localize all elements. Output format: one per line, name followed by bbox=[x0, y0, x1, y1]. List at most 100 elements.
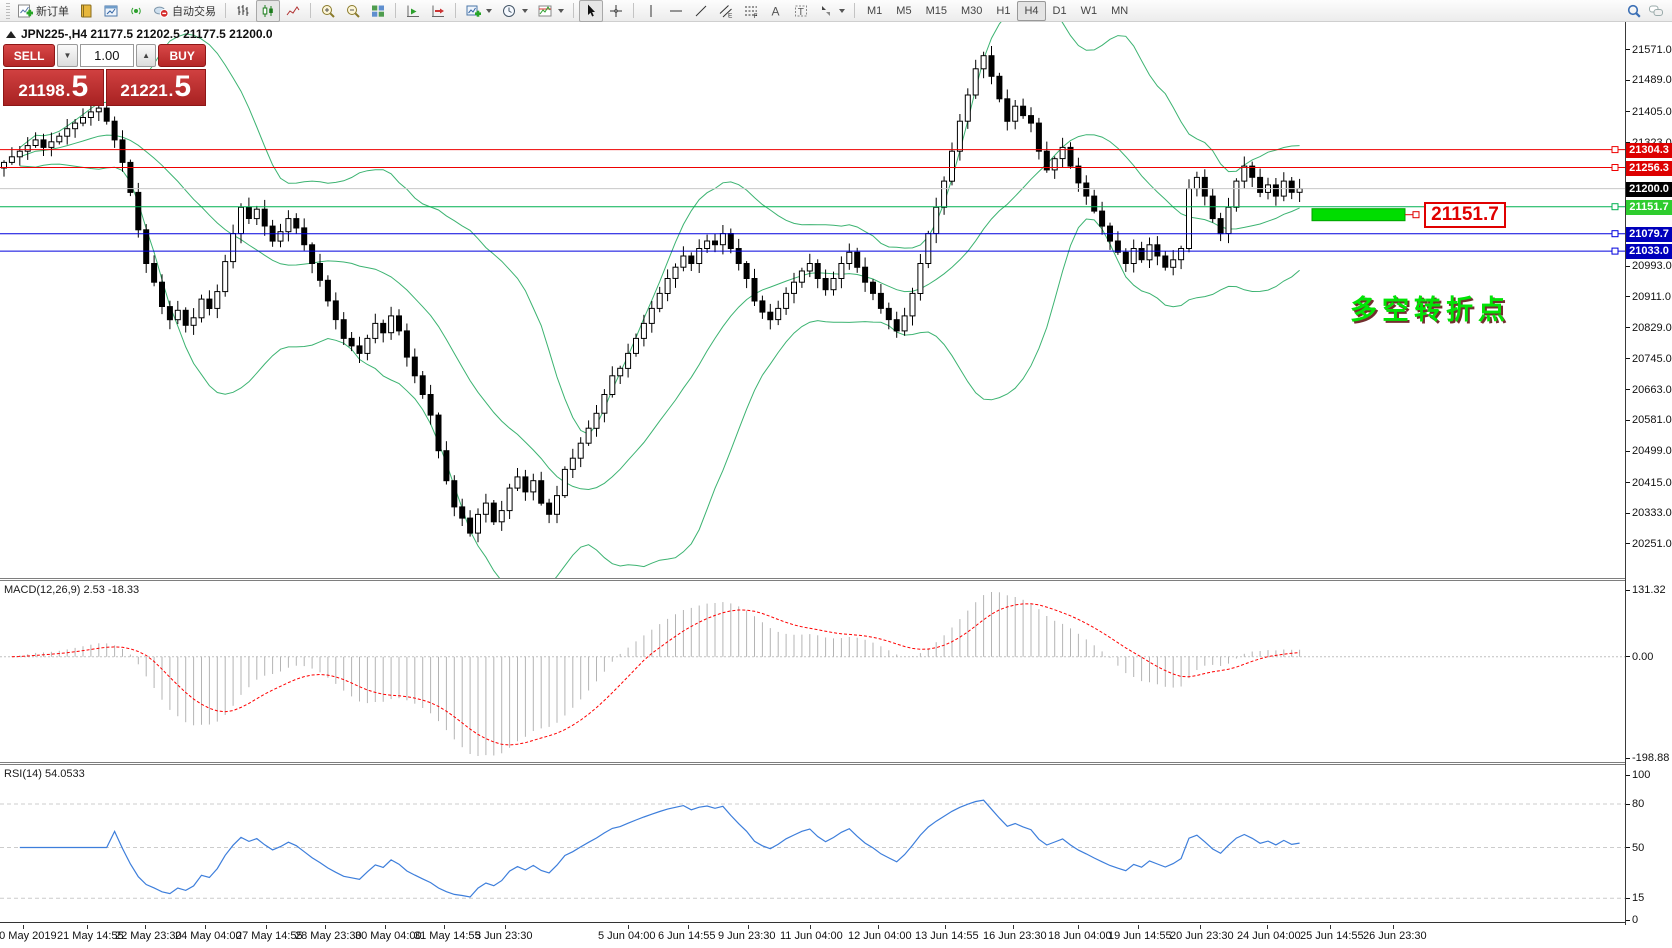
text-tool-button[interactable]: A bbox=[764, 0, 788, 22]
equidistant-channel-button[interactable]: E bbox=[714, 0, 738, 22]
horizontal-line-button[interactable] bbox=[664, 0, 688, 22]
trendline-button[interactable] bbox=[689, 0, 713, 22]
chart-annotation-text[interactable]: 多空转折点 bbox=[1350, 295, 1510, 325]
timeframe-button-h1[interactable]: H1 bbox=[996, 4, 1011, 17]
time-tick-label: 13 Jun 14:55 bbox=[915, 930, 979, 942]
templates-dropdown[interactable] bbox=[533, 0, 568, 22]
periods-dropdown[interactable] bbox=[497, 0, 532, 22]
sell-price-button[interactable]: 21198 . 5 bbox=[3, 69, 104, 106]
axis-tick-label: 50 bbox=[1626, 842, 1644, 854]
autotrading-button[interactable]: 自动交易 bbox=[149, 0, 220, 22]
svg-text:E: E bbox=[728, 12, 733, 19]
price-callout-label[interactable]: 21151.7 bbox=[1424, 201, 1506, 228]
axis-tick-label: 15 bbox=[1626, 892, 1644, 904]
time-tick-label: 6 Jun 14:55 bbox=[658, 930, 716, 942]
new-order-button[interactable]: 新订单 bbox=[13, 0, 73, 22]
price-level-label: 21304.3 bbox=[1626, 142, 1672, 158]
axis-tick-label: 80 bbox=[1626, 798, 1644, 810]
sell-button[interactable]: SELL bbox=[3, 44, 56, 67]
timeframe-button-mn[interactable]: MN bbox=[1111, 4, 1129, 17]
arrows-dropdown[interactable] bbox=[814, 0, 849, 22]
axis-tick-label: 20415.0 bbox=[1626, 477, 1672, 489]
toolbar-grip[interactable] bbox=[6, 2, 10, 19]
time-tick-mark bbox=[23, 925, 24, 929]
one-click-collapse-icon[interactable] bbox=[6, 30, 16, 38]
time-tick-mark bbox=[1267, 925, 1268, 929]
axis-tick-label: 20663.0 bbox=[1626, 384, 1672, 396]
time-tick-mark bbox=[266, 925, 267, 929]
timeframe-button-m5[interactable]: M5 bbox=[896, 4, 912, 17]
time-tick-mark bbox=[505, 925, 506, 929]
pane-divider[interactable] bbox=[0, 578, 1672, 581]
axis-tick-label: 20333.0 bbox=[1626, 507, 1672, 519]
dropdown-arrow-icon bbox=[558, 8, 564, 13]
new-chart-dropdown[interactable] bbox=[461, 0, 496, 22]
channel-icon: E bbox=[719, 4, 733, 19]
time-tick-label: 30 May 04:00 bbox=[355, 930, 422, 942]
price-axis[interactable]: 21571.021489.021405.021323.021241.020993… bbox=[1625, 22, 1672, 926]
axis-tick-label: 20499.0 bbox=[1626, 445, 1672, 457]
text-label-button[interactable]: T bbox=[789, 0, 813, 22]
time-tick-mark bbox=[810, 925, 811, 929]
main-chart-pane[interactable] bbox=[0, 22, 1625, 578]
timeframe-button-d1[interactable]: D1 bbox=[1052, 4, 1067, 17]
time-tick-label: 3 Jun 23:30 bbox=[475, 930, 533, 942]
timeframe-button-h4[interactable]: H4 bbox=[1017, 0, 1046, 21]
search-icon[interactable] bbox=[1626, 3, 1642, 19]
dropdown-arrow-icon bbox=[839, 8, 845, 13]
one-click-trade-panel: SELL ▼ ▲ BUY 21198 . 5 21221 . 5 bbox=[3, 44, 206, 106]
zoom-in-button[interactable] bbox=[316, 0, 340, 22]
rsi-pane[interactable] bbox=[0, 765, 1625, 922]
sell-price-dot: . bbox=[65, 81, 71, 100]
time-tick-mark bbox=[205, 925, 206, 929]
tile-windows-button[interactable] bbox=[366, 0, 390, 22]
sell-price-frac: 5 bbox=[71, 70, 89, 103]
time-tick-label: 16 Jun 23:30 bbox=[983, 930, 1047, 942]
volume-decrease-button[interactable]: ▼ bbox=[57, 44, 78, 67]
vertical-line-button[interactable] bbox=[639, 0, 663, 22]
cursor-button[interactable] bbox=[579, 0, 603, 22]
crosshair-button[interactable] bbox=[604, 0, 628, 22]
zoom-out-button[interactable] bbox=[341, 0, 365, 22]
volume-input[interactable] bbox=[79, 44, 134, 67]
buy-price-dot: . bbox=[168, 81, 174, 100]
time-tick-mark bbox=[945, 925, 946, 929]
svg-text:F: F bbox=[754, 13, 758, 19]
toolbar-separator bbox=[854, 3, 855, 18]
toolbar: 新订单 bbox=[0, 0, 1672, 22]
time-tick-label: 18 Jun 04:00 bbox=[1048, 930, 1112, 942]
price-level-label: 21151.7 bbox=[1626, 199, 1672, 215]
timeframe-button-w1[interactable]: W1 bbox=[1080, 4, 1098, 17]
candlestick-chart-button[interactable] bbox=[256, 0, 280, 22]
new-chart-icon bbox=[466, 5, 481, 17]
bar-chart-button[interactable] bbox=[231, 0, 255, 22]
volume-increase-button[interactable]: ▲ bbox=[135, 44, 157, 67]
chat-icon[interactable] bbox=[1648, 3, 1664, 19]
chart-window-icon bbox=[104, 5, 118, 16]
timeframe-button-m15[interactable]: M15 bbox=[925, 4, 947, 17]
toolbar-separator bbox=[573, 3, 574, 18]
market-watch-button[interactable] bbox=[99, 0, 123, 22]
buy-button[interactable]: BUY bbox=[158, 44, 206, 67]
buy-price-button[interactable]: 21221 . 5 bbox=[105, 69, 206, 106]
axis-tick-label: 21571.0 bbox=[1626, 44, 1672, 56]
time-tick-mark bbox=[628, 925, 629, 929]
time-axis-border bbox=[0, 922, 1672, 925]
pane-divider[interactable] bbox=[0, 762, 1672, 765]
chart-shift-button[interactable] bbox=[426, 0, 450, 22]
auto-scroll-button[interactable] bbox=[401, 0, 425, 22]
axis-tick-label: 100 bbox=[1626, 769, 1650, 781]
chart-shift-icon bbox=[432, 5, 444, 17]
time-tick-label: 11 Jun 04:00 bbox=[780, 930, 843, 942]
timeframe-button-m1[interactable]: M1 bbox=[867, 4, 883, 17]
timeframe-button-m30[interactable]: M30 bbox=[960, 4, 983, 17]
journal-button[interactable] bbox=[74, 0, 98, 22]
fibonacci-button[interactable]: F bbox=[739, 0, 763, 22]
line-chart-button[interactable] bbox=[281, 0, 305, 22]
price-level-label: 21033.0 bbox=[1626, 244, 1672, 260]
time-tick-label: 20 May 2019 bbox=[0, 930, 57, 942]
macd-pane[interactable] bbox=[0, 581, 1625, 762]
signals-button[interactable] bbox=[124, 0, 148, 22]
toolbar-separator bbox=[310, 3, 311, 18]
